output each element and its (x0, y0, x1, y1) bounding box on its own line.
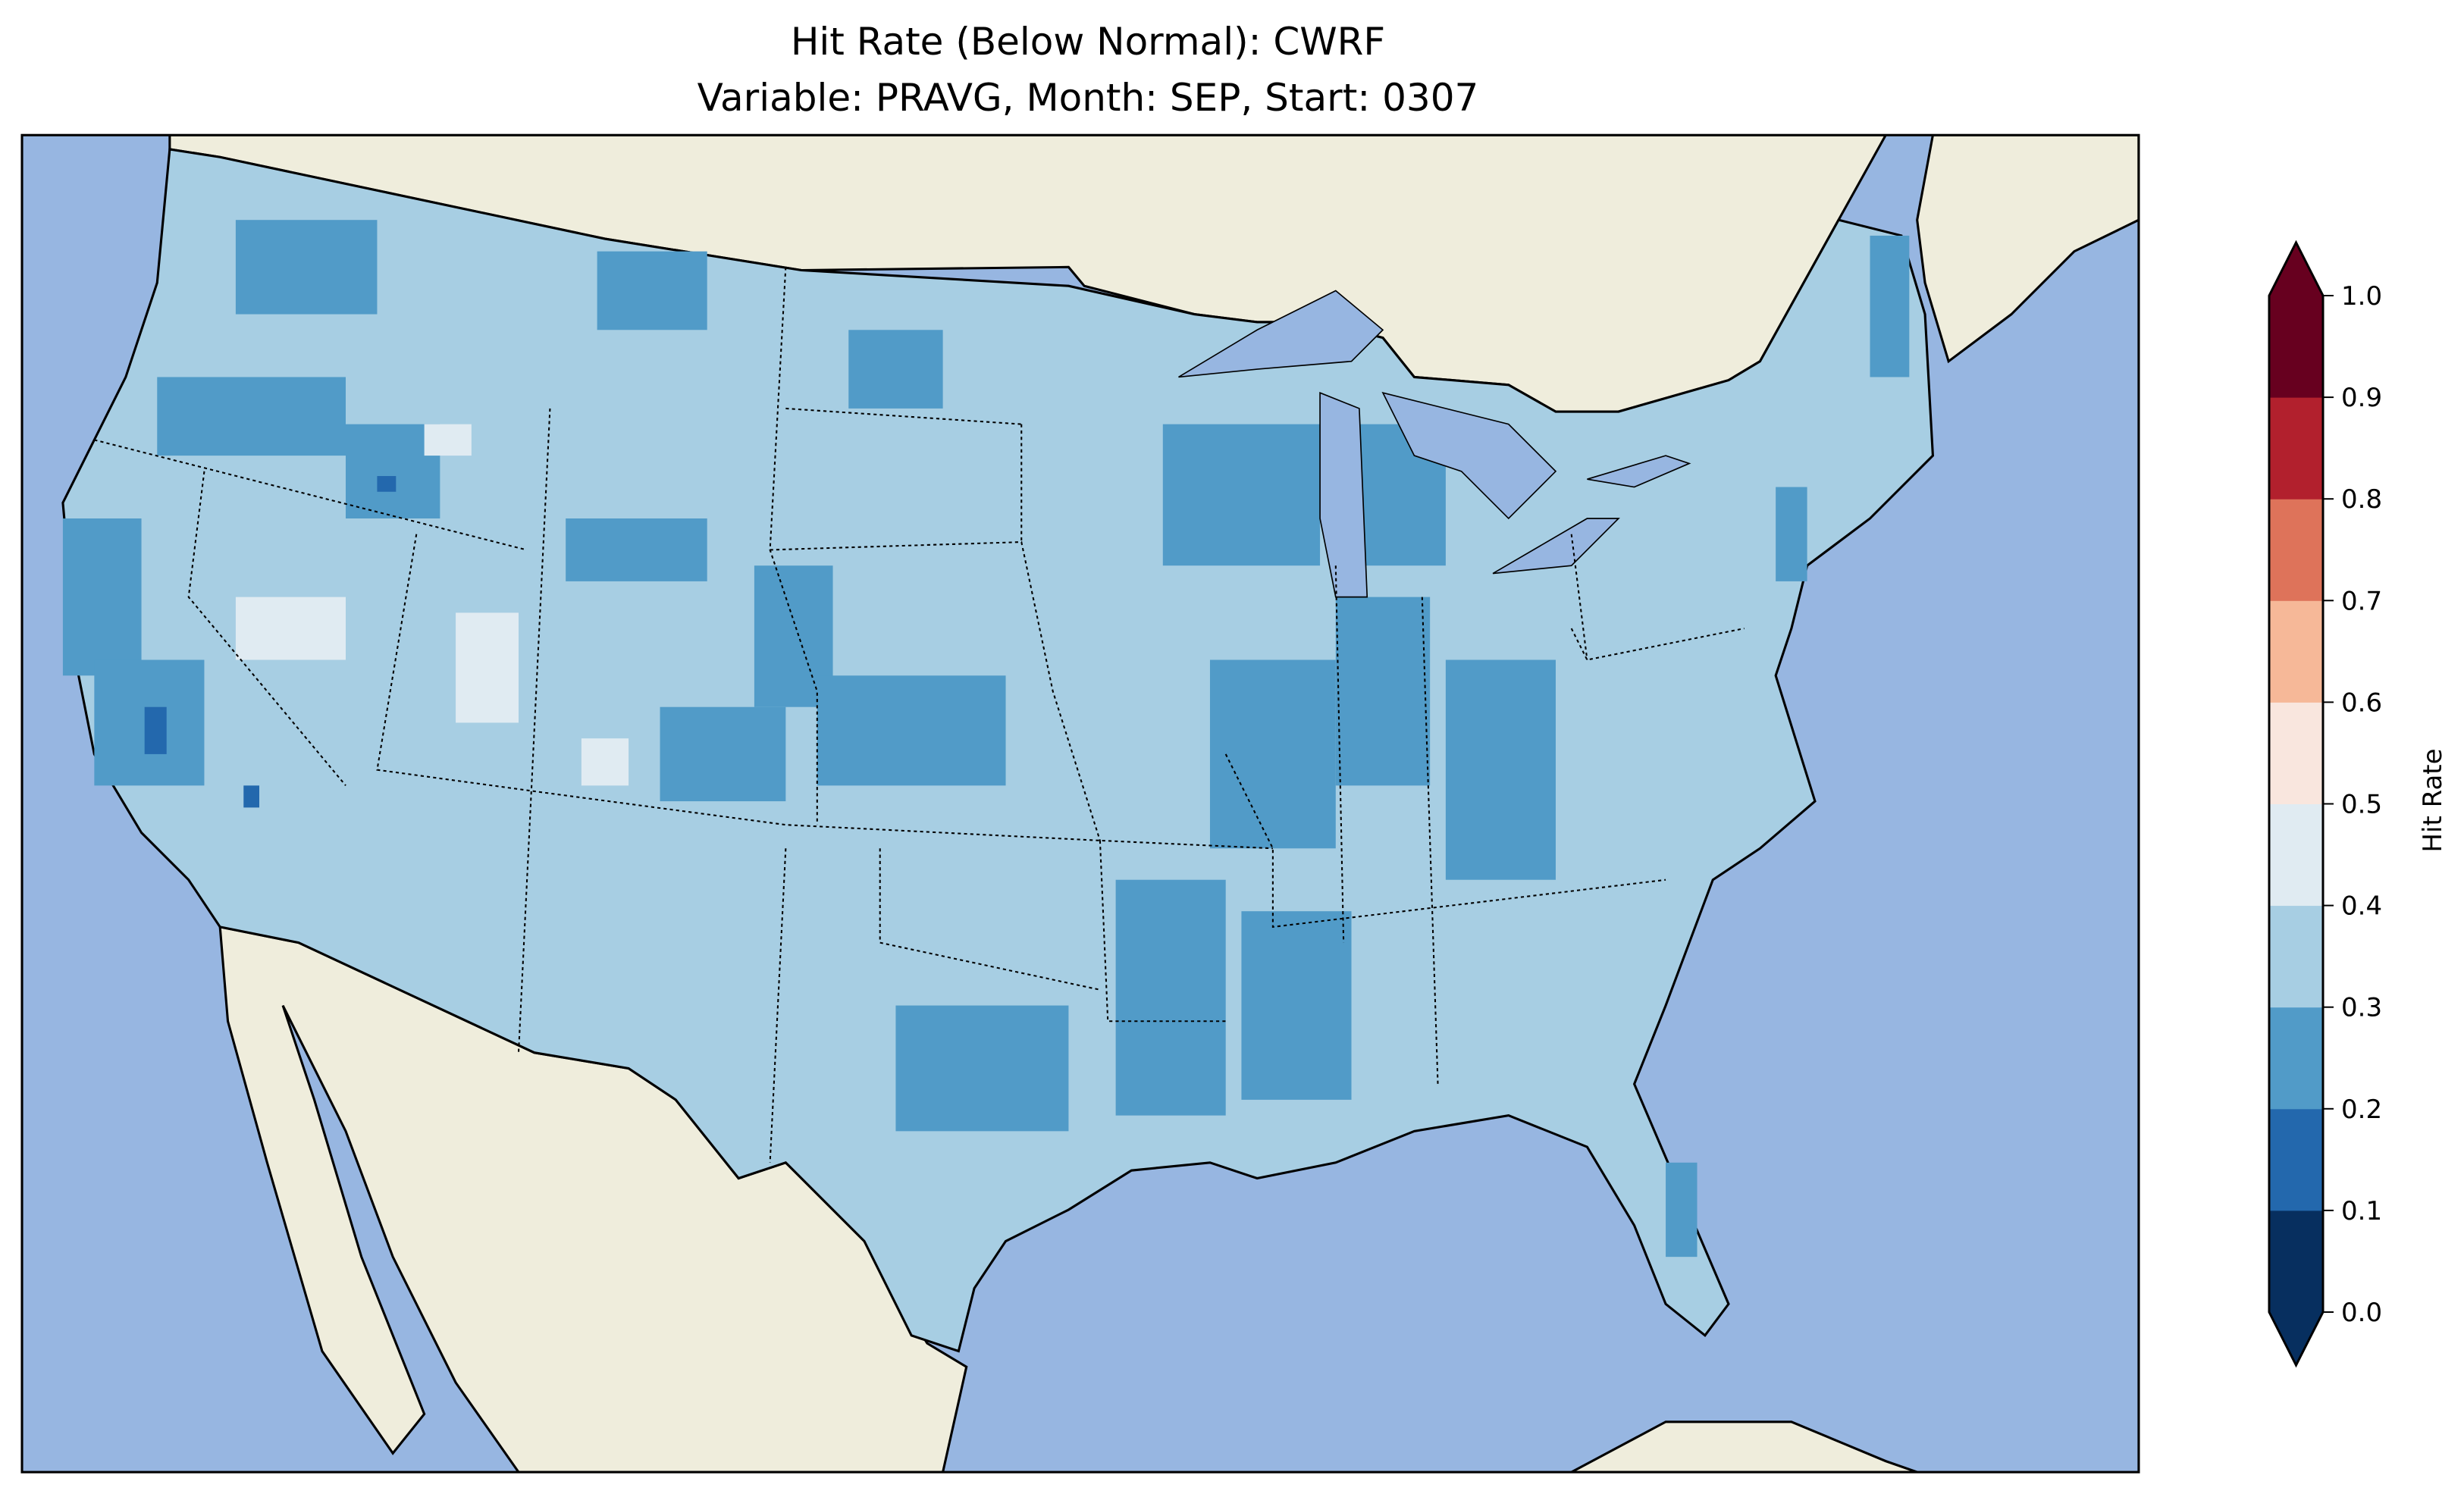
colorbar-extend-min (2269, 1312, 2323, 1365)
cuba-land (1570, 1420, 1918, 1473)
colorbar-bin-8 (2269, 397, 2323, 500)
colorbar-bin-0 (2269, 1210, 2323, 1313)
colorbar-extend-max (2269, 243, 2323, 296)
map-frame (20, 133, 2140, 1474)
colorbar-bin-2 (2269, 1007, 2323, 1110)
colorbar-bin-5 (2269, 702, 2323, 804)
colorbar-tick-label: 0.3 (2341, 993, 2382, 1023)
chart-title: Hit Rate (Below Normal): CWRF (791, 20, 1385, 64)
colorbar-bin-7 (2269, 499, 2323, 601)
great-lakes (1178, 290, 1691, 598)
state-borders (94, 267, 1745, 1163)
colorbar-bin-4 (2269, 803, 2323, 907)
maritimes-land (1916, 135, 2139, 364)
lowest-hit-rate-cells (144, 476, 397, 808)
colorbar-tick-label: 0.1 (2341, 1196, 2382, 1226)
colorbar-tick-label: 0.8 (2341, 484, 2382, 515)
colorbar: 0.0 0.1 0.2 0.3 0.4 0.5 0.6 0.7 0.8 0.9 1.0 (2268, 240, 2382, 1368)
chart-subtitle: Variable: PRAVG, Month: SEP, Start: 0307 (698, 76, 1479, 120)
colorbar-tick-label: 0.5 (2341, 790, 2382, 820)
low-hit-rate-regions (62, 220, 1910, 1258)
colorbar-bin-6 (2269, 600, 2323, 703)
colorbar-tick-label: 0.9 (2341, 383, 2382, 413)
colorbar-tick-label: 1.0 (2341, 281, 2382, 312)
colorbar-bin-1 (2269, 1108, 2323, 1211)
colorbar-tick-label: 0.6 (2341, 687, 2382, 718)
colorbar-bin-9 (2269, 296, 2323, 398)
map-panel (20, 133, 2140, 1474)
colorbar-tick-label: 0.4 (2341, 891, 2382, 922)
colorbar-tick-label: 0.2 (2341, 1095, 2382, 1125)
colorbar-label: Hit Rate (2418, 748, 2448, 852)
colorbar-tick-label: 0.0 (2341, 1298, 2382, 1328)
colorbar-bin-3 (2269, 905, 2323, 1008)
higher-hit-rate-regions (235, 424, 629, 786)
colorbar-tick-label: 0.7 (2341, 586, 2382, 616)
